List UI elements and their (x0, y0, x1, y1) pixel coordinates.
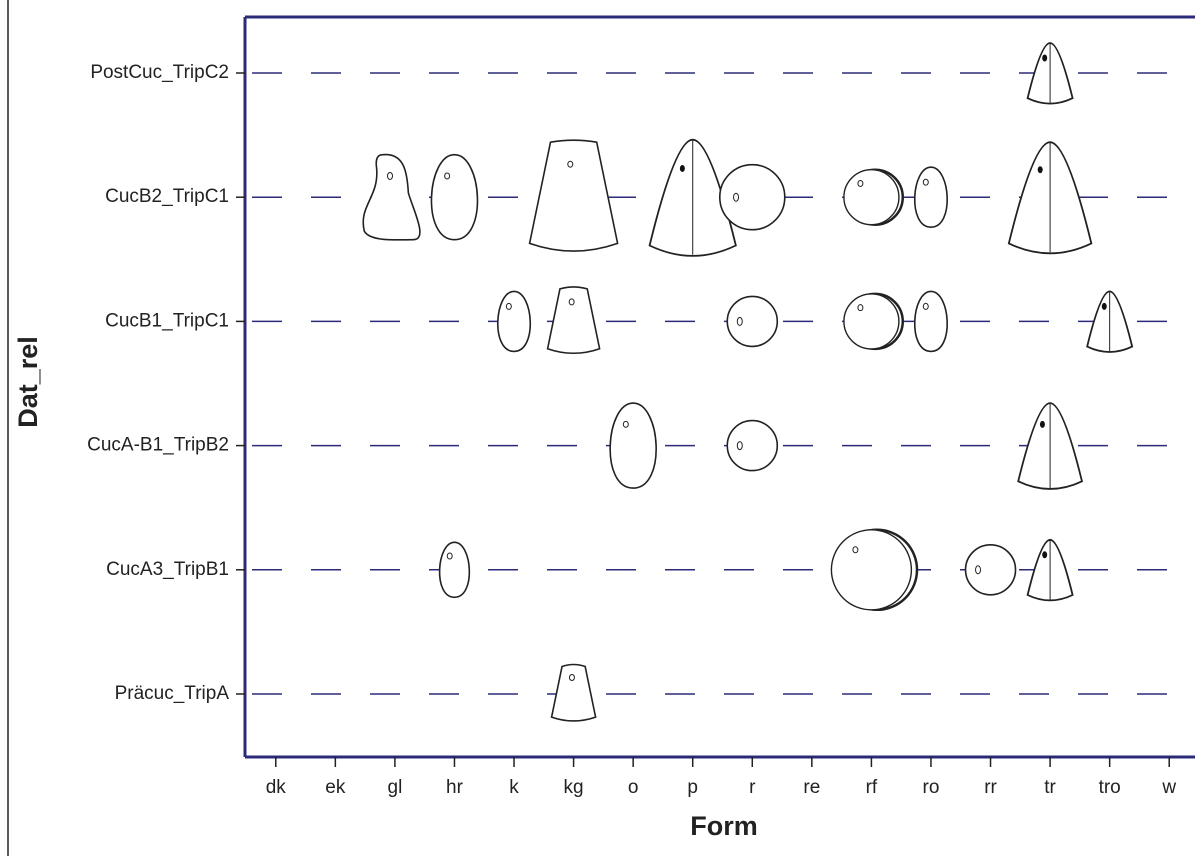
vessel-mark (505, 302, 512, 310)
x-tick-label: rr (984, 777, 997, 798)
vessel-outline (964, 543, 1017, 596)
x-tick-label: gl (388, 777, 403, 798)
vessel (726, 419, 779, 472)
vessel (438, 541, 471, 599)
vessel-outline (718, 163, 786, 231)
x-tick-label: tro (1099, 777, 1121, 798)
vessel (362, 153, 421, 241)
vessel (546, 286, 601, 355)
vessel (1007, 141, 1093, 255)
vessel-mark (446, 552, 453, 560)
vessel-outline (497, 290, 532, 353)
y-tick-label: PostCuc_TripC2 (90, 62, 229, 83)
x-tick-label: r (749, 777, 756, 798)
x-axis-title: Form (690, 811, 758, 841)
vessel-mark (1042, 551, 1048, 559)
x-tick-label: rf (866, 777, 878, 798)
vessel (964, 543, 1017, 596)
vessel (497, 290, 532, 353)
x-tick-label: dk (266, 777, 287, 798)
vessel (609, 402, 657, 489)
vessel (1026, 538, 1074, 602)
vessel-mark (568, 674, 575, 681)
vessel-outline (726, 419, 779, 472)
x-tick-label: w (1161, 777, 1176, 798)
vessel-mark (444, 172, 451, 180)
y-axis-title: Dat_rel (13, 336, 43, 428)
vessel (830, 528, 919, 612)
vessel-outline (546, 286, 601, 355)
vessel-mark (1101, 302, 1107, 310)
y-tick-label: CucA3_TripB1 (106, 559, 229, 580)
vessel-mark (736, 316, 743, 326)
vessel (550, 663, 597, 722)
vessel-mark (922, 178, 929, 186)
vessel-outline (726, 295, 779, 348)
vessel-mark (975, 565, 982, 575)
x-tick-label: re (803, 777, 820, 798)
vessel (1086, 290, 1134, 353)
vessel-mark (1039, 420, 1045, 428)
x-tick-label: ek (325, 777, 346, 798)
vessel-outline (609, 402, 657, 489)
vessel-mark (568, 298, 575, 306)
y-tick-label: CucB1_TripC1 (105, 310, 229, 331)
vessel (843, 168, 905, 226)
y-tick-label: CucB2_TripC1 (105, 186, 229, 207)
vessel-outline (430, 153, 479, 241)
vessel-outline (913, 290, 948, 353)
vessel-mark (1042, 54, 1048, 62)
vessel (718, 163, 786, 231)
vessel-mark (922, 302, 929, 310)
y-tick-label: Präcuc_TripA (115, 683, 230, 704)
vessel-mark (736, 441, 743, 451)
vessel-mark (567, 160, 574, 168)
vessel-mark (733, 192, 740, 202)
vessel-outline (528, 139, 619, 252)
vessel (726, 295, 779, 348)
y-tick-label: CucA-B1_TripB2 (87, 435, 229, 456)
vessel-mark (1037, 166, 1043, 174)
vessel (913, 290, 948, 353)
vessel (913, 166, 948, 229)
vessel-outline (550, 663, 597, 722)
vessel (430, 153, 479, 241)
x-tick-label: kg (564, 777, 584, 798)
vessel (528, 139, 619, 252)
x-tick-label: tr (1044, 777, 1056, 798)
vessel-outline (362, 153, 421, 241)
vessel-mark (387, 171, 394, 180)
vessel-outline (843, 168, 900, 226)
vessel-mark (622, 420, 629, 428)
vessel-mark (857, 179, 864, 187)
vessel-outline (438, 541, 471, 599)
x-tick-label: o (628, 777, 639, 798)
x-tick-label: k (509, 777, 519, 798)
vessel (1017, 402, 1084, 490)
x-tick-label: hr (446, 777, 464, 798)
x-tick-label: ro (923, 777, 940, 798)
vessel (843, 292, 905, 351)
vessel-outline (830, 529, 913, 611)
vessel (1026, 42, 1074, 105)
x-tick-label: p (687, 777, 698, 798)
vessel-mark (852, 546, 859, 554)
vessel-mark (857, 304, 864, 312)
vessel-outline (843, 293, 900, 350)
vessel-outline (913, 166, 948, 229)
vessel-mark (679, 164, 685, 172)
vessel (648, 138, 737, 257)
